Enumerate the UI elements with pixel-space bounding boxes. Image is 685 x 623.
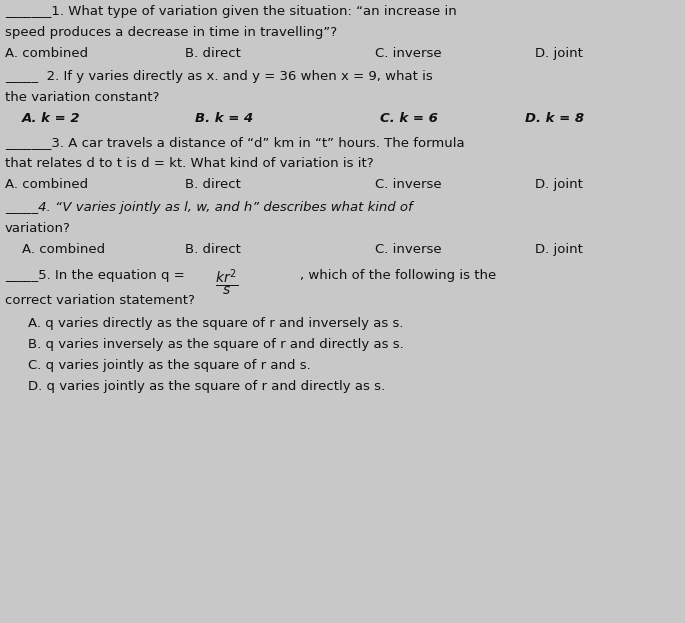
Text: D. k = 8: D. k = 8: [525, 112, 584, 125]
Text: B. q varies inversely as the square of r and directly as s.: B. q varies inversely as the square of r…: [28, 338, 403, 351]
Text: C. inverse: C. inverse: [375, 243, 442, 256]
Text: A. combined: A. combined: [5, 47, 88, 60]
Text: B. k = 4: B. k = 4: [195, 112, 253, 125]
Text: variation?: variation?: [5, 222, 71, 235]
Text: B. direct: B. direct: [185, 47, 241, 60]
Text: the variation constant?: the variation constant?: [5, 91, 160, 104]
Text: B. direct: B. direct: [185, 243, 241, 256]
Text: D. q varies jointly as the square of r and directly as s.: D. q varies jointly as the square of r a…: [28, 380, 385, 393]
Text: $\dfrac{kr^{2}}{s}$: $\dfrac{kr^{2}}{s}$: [215, 267, 238, 298]
Text: C. q varies jointly as the square of r and s.: C. q varies jointly as the square of r a…: [28, 359, 311, 372]
Text: speed produces a decrease in time in travelling”?: speed produces a decrease in time in tra…: [5, 26, 337, 39]
Text: _____5. In the equation q =: _____5. In the equation q =: [5, 269, 185, 282]
Text: A. combined: A. combined: [5, 178, 88, 191]
Text: that relates d to t is d = kt. What kind of variation is it?: that relates d to t is d = kt. What kind…: [5, 157, 373, 170]
Text: C. k = 6: C. k = 6: [380, 112, 438, 125]
Text: D. joint: D. joint: [535, 243, 583, 256]
Text: D. joint: D. joint: [535, 178, 583, 191]
Text: D. joint: D. joint: [535, 47, 583, 60]
Text: correct variation statement?: correct variation statement?: [5, 294, 195, 307]
Text: B. direct: B. direct: [185, 178, 241, 191]
Text: _______3. A car travels a distance of “d” km in “t” hours. The formula: _______3. A car travels a distance of “d…: [5, 136, 464, 149]
Text: _____4. “V varies jointly as l, w, and h” describes what kind of: _____4. “V varies jointly as l, w, and h…: [5, 201, 412, 214]
Text: A. q varies directly as the square of r and inversely as s.: A. q varies directly as the square of r …: [28, 317, 403, 330]
Text: _____  2. If y varies directly as x. and y = 36 when x = 9, what is: _____ 2. If y varies directly as x. and …: [5, 70, 433, 83]
Text: A. combined: A. combined: [22, 243, 105, 256]
Text: , which of the following is the: , which of the following is the: [300, 269, 496, 282]
Text: A. k = 2: A. k = 2: [22, 112, 81, 125]
Text: _______1. What type of variation given the situation: “an increase in: _______1. What type of variation given t…: [5, 5, 457, 18]
Text: C. inverse: C. inverse: [375, 47, 442, 60]
Text: C. inverse: C. inverse: [375, 178, 442, 191]
